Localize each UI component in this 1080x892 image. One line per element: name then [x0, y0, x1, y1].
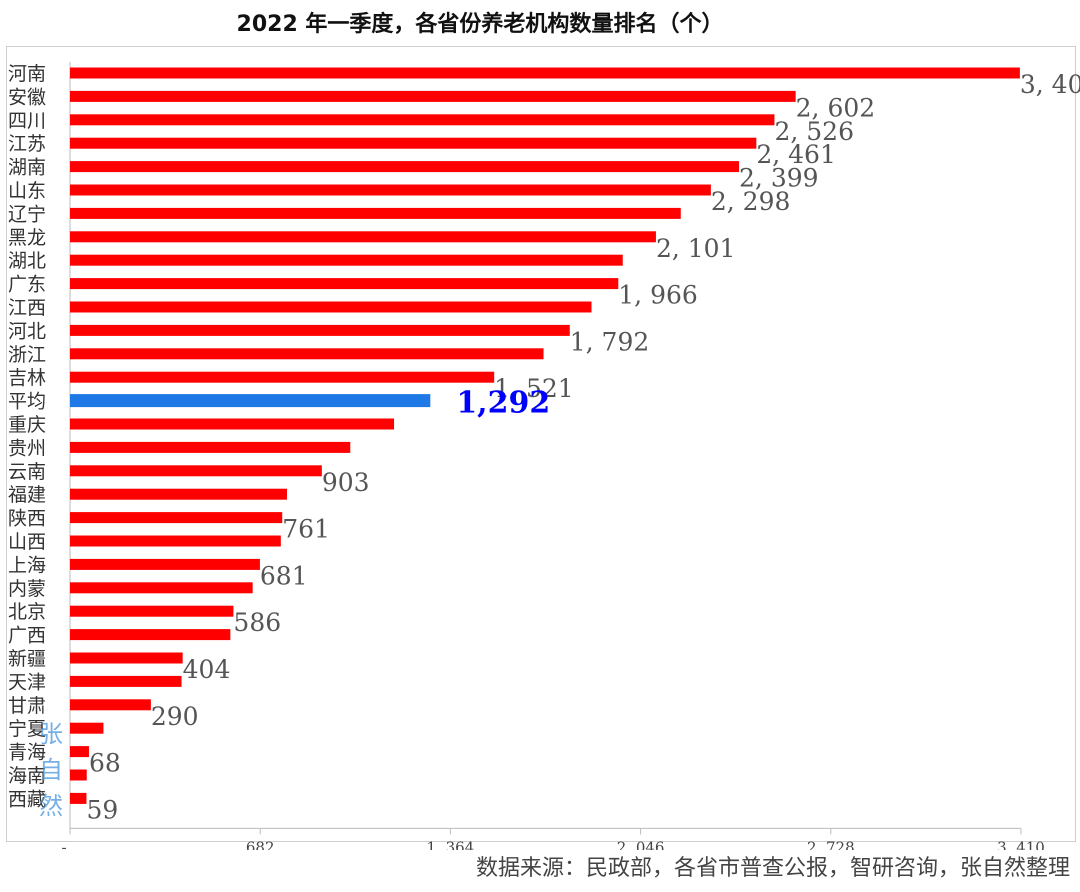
average-bar: [70, 394, 431, 408]
category-label: 江西: [8, 297, 46, 319]
bar-chart: 河南 3, 406 安徽 2, 602 四川 2, 526 江苏 2, 461 湖南 2, 399…: [8, 62, 1080, 850]
category-label: 西藏: [8, 788, 46, 810]
watermark-char: 然: [39, 792, 63, 820]
category-label: 黑龙: [8, 227, 46, 249]
bar: [70, 348, 544, 360]
category-label: 江苏: [8, 133, 46, 155]
data-label: 681: [260, 561, 308, 590]
bar: [70, 488, 287, 500]
category-label: 河北: [8, 320, 46, 342]
category-label: 内蒙: [8, 578, 46, 600]
data-label: 1, 966: [618, 281, 698, 310]
bar: [70, 652, 183, 664]
data-label: 2, 602: [796, 93, 876, 122]
bar: [70, 231, 656, 243]
bar: [70, 184, 711, 196]
bar: [70, 582, 253, 594]
bar: [70, 418, 395, 430]
x-tick-label: 2, 046: [617, 838, 665, 850]
bar: [70, 512, 283, 524]
bar: [70, 114, 775, 126]
data-label: 2, 298: [711, 187, 791, 216]
chart-title: 2022 年一季度，各省份养老机构数量排名（个）: [236, 12, 724, 37]
data-label: 2, 101: [656, 234, 736, 263]
bar: [70, 254, 623, 266]
x-tick-label: 2, 728: [807, 838, 855, 850]
bar: [70, 137, 757, 149]
bar: [70, 792, 87, 804]
average-value-label: 1,292: [456, 386, 550, 421]
data-label: 761: [282, 515, 330, 544]
data-label: 2, 526: [774, 117, 854, 146]
data-label: 68: [89, 749, 121, 778]
bar: [70, 535, 281, 547]
bar: [70, 278, 619, 290]
data-label: 2, 461: [756, 140, 836, 169]
category-label: 重庆: [8, 414, 46, 436]
bar: [70, 699, 151, 711]
category-label: 湖南: [8, 157, 46, 179]
data-label: 404: [183, 655, 231, 684]
category-label: 浙江: [8, 344, 46, 366]
watermark: 张 自 然: [36, 716, 66, 824]
category-label: 辽宁: [8, 203, 46, 225]
data-label: 1, 792: [570, 327, 650, 356]
bar: [70, 207, 681, 219]
category-label: 陕西: [8, 508, 46, 530]
category-label: 贵州: [8, 437, 46, 459]
bar: [70, 301, 592, 313]
category-label: 河南: [8, 63, 46, 85]
category-label: 天津: [8, 671, 46, 693]
category-label: 上海: [8, 554, 46, 576]
source-note: 数据来源：民政部，各省市普查公报，智研咨询，张自然整理: [475, 856, 1070, 881]
chart-frame: [6, 46, 1076, 842]
category-label: 新疆: [8, 648, 46, 670]
category-label: 平均: [8, 391, 46, 413]
category-label: 四川: [8, 110, 46, 132]
category-label: 海南: [8, 765, 46, 787]
bar: [70, 605, 234, 617]
x-tick-label: 682: [246, 838, 275, 850]
x-tick-label: 1, 364: [427, 838, 475, 850]
bar: [70, 746, 89, 758]
data-label: 3, 406: [1020, 70, 1080, 99]
data-label: 903: [322, 468, 370, 497]
category-label: 云南: [8, 461, 46, 483]
x-tick-label: -: [61, 838, 66, 850]
category-label: 福建: [8, 484, 46, 506]
bar: [70, 324, 570, 336]
watermark-char: 自: [39, 756, 63, 784]
data-label: 59: [86, 795, 118, 824]
data-label: 586: [233, 608, 281, 637]
category-label: 山西: [8, 531, 46, 553]
category-label: 宁夏: [8, 718, 46, 740]
category-label: 青海: [8, 742, 46, 764]
category-label: 山东: [8, 180, 46, 202]
category-label: 广西: [8, 625, 46, 647]
data-label: 290: [151, 702, 199, 731]
data-label: 2, 399: [739, 164, 819, 193]
category-label: 甘肃: [8, 695, 46, 717]
bar: [70, 675, 182, 687]
bar: [70, 161, 740, 173]
bar: [70, 441, 351, 453]
bar: [70, 722, 104, 734]
category-label: 湖北: [8, 250, 46, 272]
data-label: 1, 521: [494, 374, 574, 403]
bar: [70, 90, 796, 102]
bar: [70, 465, 322, 477]
bar: [70, 558, 260, 570]
x-tick-label: 3, 410: [997, 838, 1045, 850]
category-label: 吉林: [8, 367, 46, 389]
bar: [70, 769, 87, 781]
category-label: 安徽: [8, 86, 46, 108]
bar: [70, 629, 231, 641]
bar: [70, 371, 495, 383]
watermark-char: 张: [39, 720, 63, 748]
category-label: 北京: [8, 601, 46, 623]
category-label: 广东: [8, 274, 46, 296]
bar: [70, 67, 1020, 79]
